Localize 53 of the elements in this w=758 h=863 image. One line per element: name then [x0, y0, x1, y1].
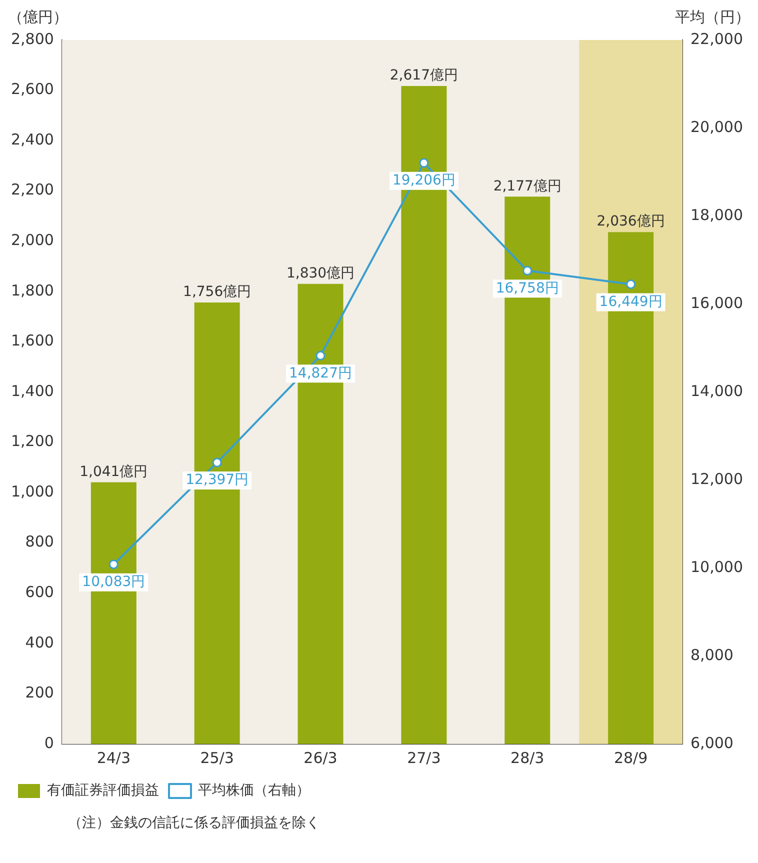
data-label: 16,758円: [496, 280, 559, 296]
y2-tick-label: 14,000: [690, 382, 744, 400]
y2-tick-label: 18,000: [690, 206, 744, 224]
data-label: 1,830億円: [286, 266, 355, 282]
y-tick-label: 0: [44, 734, 54, 752]
point: [108, 560, 118, 570]
data-label: 2,177億円: [493, 178, 562, 194]
y-axis-title: （億円）: [8, 8, 68, 28]
y-tick-label: 2,200: [10, 180, 54, 199]
y2-tick-label: 20,000: [690, 118, 744, 136]
y-tick-label: 2,600: [10, 80, 54, 98]
y-tick-label: 1,000: [10, 482, 54, 500]
data-label: 2,036億円: [596, 214, 665, 230]
text: （注）金銭の信託に係る評価損益を除く: [68, 814, 321, 832]
y2-tick-label: 16,000: [690, 294, 744, 312]
point: [419, 158, 429, 168]
data-label: 1,041億円: [80, 464, 148, 480]
data-label: 19,206円: [392, 172, 456, 189]
y-tick-label: 1,400: [10, 382, 54, 400]
legend-label: 平均株価（右軸）: [198, 782, 310, 799]
x-tick-label: 24/3: [96, 748, 130, 767]
y-tick-label: 600: [25, 583, 54, 602]
y-tick-label: 2,400: [10, 130, 54, 148]
y-tick-label: 800: [25, 532, 54, 551]
point: [316, 350, 326, 360]
x-tick-label: 27/3: [407, 748, 441, 767]
data-label: 16,449円: [599, 294, 662, 310]
legend-label: 有価証券評価損益: [47, 782, 159, 799]
data-label: 12,397円: [186, 472, 249, 488]
x-tick-label: 28/3: [510, 748, 544, 767]
point: [522, 266, 532, 276]
y2-tick-label: 8,000: [690, 646, 734, 664]
y-tick-label: 200: [25, 684, 54, 702]
point: [626, 279, 636, 289]
data-label: 14,827円: [289, 365, 352, 382]
x-tick-label: 26/3: [304, 748, 338, 767]
y-tick-label: 1,800: [10, 281, 54, 300]
x-tick-label: 25/3: [200, 748, 234, 767]
data-label: 1,756億円: [183, 284, 252, 300]
x-tick-label: 28/9: [614, 748, 648, 767]
point: [212, 458, 222, 468]
y2-tick-label: 6,000: [690, 734, 734, 752]
y-tick-label: 1,200: [10, 432, 54, 450]
y-tick-label: 400: [25, 633, 54, 652]
data-label: 2,617億円: [390, 68, 458, 84]
y-tick-label: 1,600: [10, 332, 54, 350]
y2-axis-title: 平均（円）: [675, 8, 750, 28]
y2-tick-label: 10,000: [690, 558, 744, 576]
y2-tick-label: 22,000: [690, 30, 744, 48]
y2-tick-label: 12,000: [690, 470, 744, 488]
y-tick-label: 2,000: [10, 231, 54, 250]
data-label: 10,083円: [82, 574, 146, 590]
y-tick-label: 2,800: [10, 30, 54, 48]
